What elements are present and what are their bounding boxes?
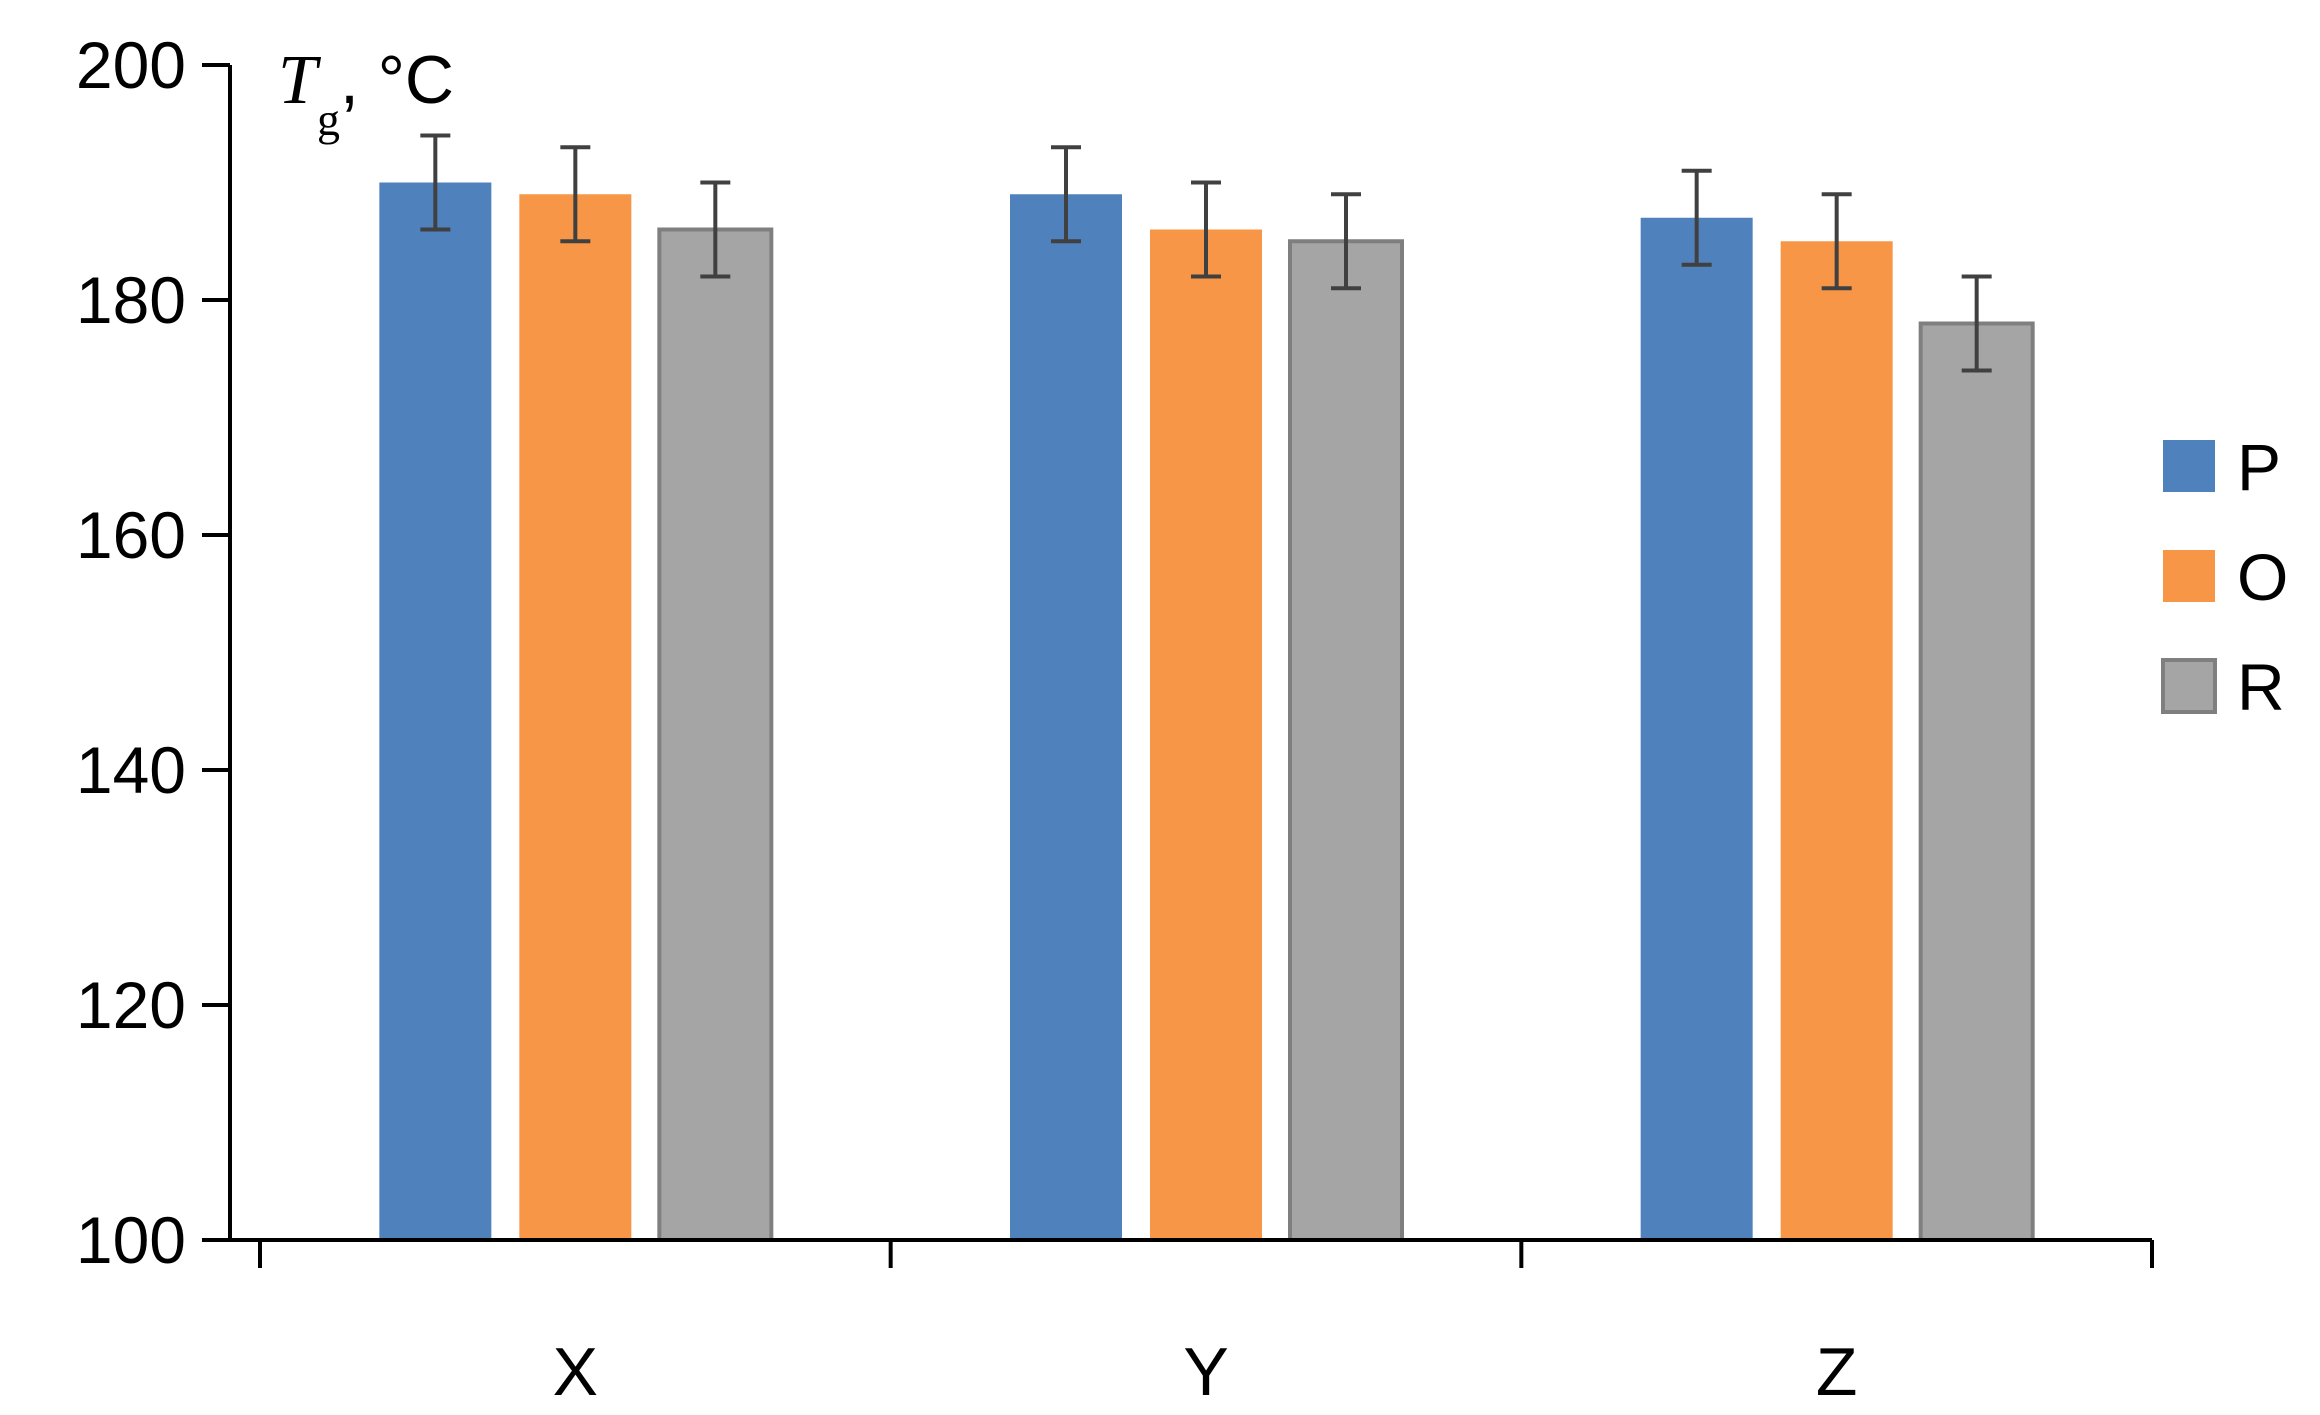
bar-O-X (519, 194, 632, 1240)
bar-P-Y (1010, 194, 1122, 1240)
bar-R-X (657, 227, 774, 1242)
y-tick-label: 140 (76, 733, 186, 807)
legend-label-R: R (2237, 650, 2285, 724)
legend-swatch-P (2163, 440, 2215, 492)
y-axis-label-unit: , °C (340, 42, 454, 118)
y-ticks-layer: 100 120 140 160 180 200 (76, 28, 230, 1277)
legend-swatch-O (2163, 550, 2215, 602)
legend: POR (2161, 430, 2288, 724)
y-axis-label-subscript: g (317, 94, 340, 145)
y-tick-label: 100 (76, 1203, 186, 1277)
bar-P-X (379, 182, 492, 1240)
y-tick-label: 160 (76, 498, 186, 572)
legend-swatch-R (2161, 658, 2217, 714)
category-label: Z (1816, 1334, 1858, 1410)
error-bars-layer (420, 133, 1992, 373)
legend-label-P: P (2237, 430, 2281, 504)
category-label: X (553, 1334, 598, 1410)
x-ticks-layer: X Y Z (258, 1240, 2154, 1410)
bar-R-Y (1288, 239, 1404, 1242)
bar-O-Z (1780, 241, 1893, 1240)
y-tick-label: 180 (76, 263, 186, 337)
y-tick-label: 200 (76, 28, 186, 102)
category-label: Y (1183, 1334, 1228, 1410)
y-tick-label: 120 (76, 968, 186, 1042)
bar-O-Y (1150, 229, 1262, 1240)
bar-R-Z (1918, 321, 2035, 1242)
axes-layer (228, 65, 2152, 1242)
y-axis-label: Tg, °C (278, 42, 454, 145)
legend-label-O: O (2237, 540, 2288, 614)
bars-layer (379, 182, 2035, 1242)
y-axis-label-symbol: T (278, 42, 322, 119)
bar-P-Z (1640, 217, 1753, 1240)
